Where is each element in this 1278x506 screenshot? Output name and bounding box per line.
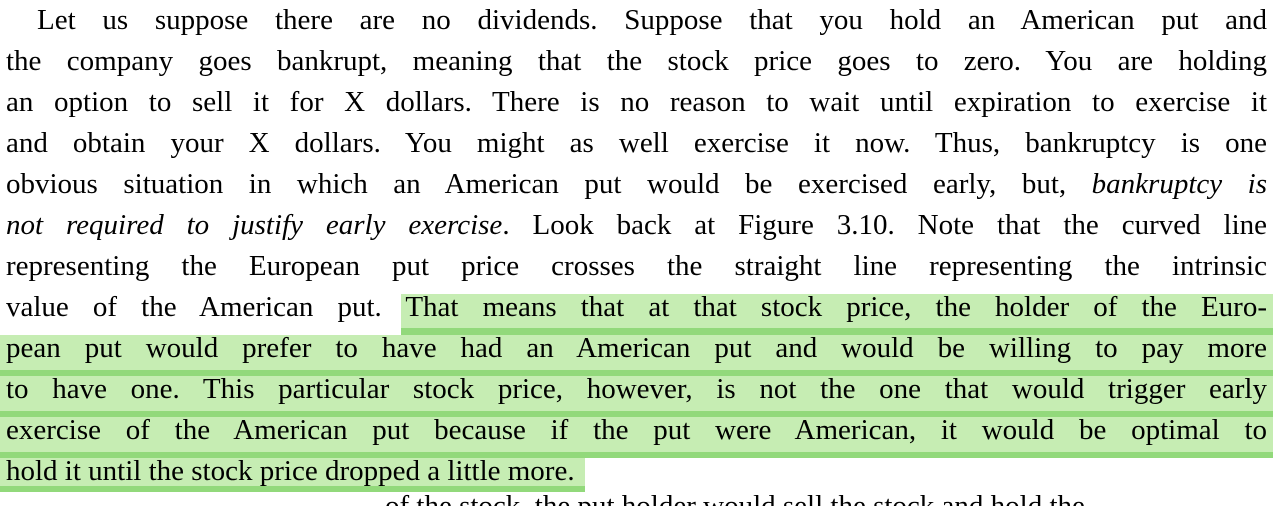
text-line: Let us suppose there are no dividends. S… (6, 0, 1267, 41)
highlighted-text: hold it until the stock price dropped a … (6, 455, 575, 487)
text-segment: Let us suppose there are no dividends. S… (37, 4, 1267, 36)
text-line: not required to justify early exercise. … (6, 205, 1267, 246)
text-segment: bankruptcy is (1091, 168, 1267, 200)
text-line: representing the European put price cros… (6, 246, 1267, 287)
text-segment: an option to sell it for X dollars. Ther… (6, 86, 1267, 118)
text-line: an option to sell it for X dollars. Ther… (6, 82, 1267, 123)
text-line: to have one. This particular stock price… (6, 369, 1267, 410)
text-block: Let us suppose there are no dividends. S… (6, 0, 1267, 492)
text-line: hold it until the stock price dropped a … (6, 451, 1267, 492)
highlighted-text: exercise of the American put because if … (6, 414, 1267, 446)
text-line: obvious situation in which an American p… (6, 164, 1267, 205)
text-line: and obtain your X dollars. You might as … (6, 123, 1267, 164)
text-line: value of the American put. That means th… (6, 287, 1267, 328)
highlighted-text: to have one. This particular stock price… (6, 373, 1267, 405)
cutoff-text-line: of the stock, the put holder would sell … (385, 490, 1085, 506)
text-segment: . Look back at Figure 3.10. Note that th… (502, 209, 1268, 241)
highlight-rect-middle-lines (0, 335, 1273, 458)
text-segment: representing the European put price cros… (6, 250, 1267, 282)
text-segment: and obtain your X dollars. You might as … (6, 127, 1267, 159)
text-segment: the company goes bankrupt, meaning that … (6, 45, 1267, 77)
highlight-rect-last-line (0, 458, 585, 492)
highlighted-text: That means that at that stock price, the… (405, 291, 1267, 323)
text-line: pean put would prefer to have had an Ame… (6, 328, 1267, 369)
text-segment: value of the American put. (6, 291, 406, 323)
highlight-rect-first-line (401, 294, 1273, 335)
text-segment: obvious situation in which an American p… (6, 168, 1092, 200)
highlighted-text: pean put would prefer to have had an Ame… (6, 332, 1267, 364)
text-line: the company goes bankrupt, meaning that … (6, 41, 1267, 82)
text-segment: not required to justify early exercise (6, 209, 503, 241)
text-line: exercise of the American put because if … (6, 410, 1267, 451)
